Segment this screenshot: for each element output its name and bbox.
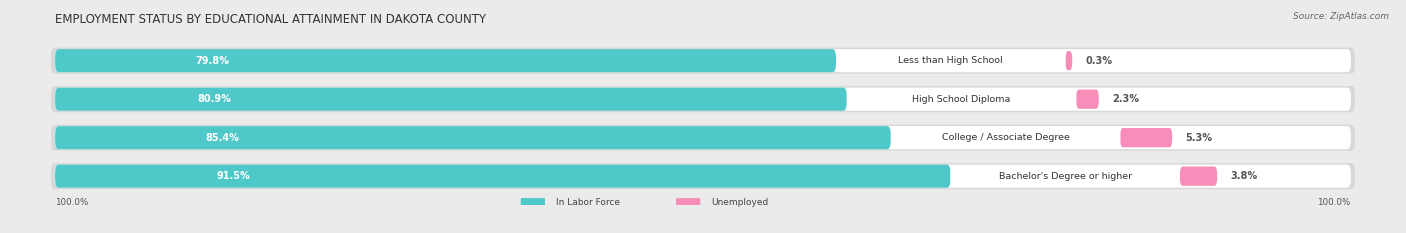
- Text: 85.4%: 85.4%: [205, 133, 239, 143]
- FancyBboxPatch shape: [891, 127, 1121, 149]
- FancyBboxPatch shape: [51, 163, 1355, 189]
- FancyBboxPatch shape: [950, 165, 1180, 187]
- FancyBboxPatch shape: [55, 49, 837, 72]
- FancyBboxPatch shape: [55, 88, 1351, 111]
- FancyBboxPatch shape: [51, 125, 1355, 151]
- Text: Bachelor's Degree or higher: Bachelor's Degree or higher: [998, 172, 1132, 181]
- FancyBboxPatch shape: [676, 198, 700, 207]
- FancyBboxPatch shape: [837, 50, 1066, 72]
- Text: In Labor Force: In Labor Force: [555, 198, 620, 207]
- Text: 100.0%: 100.0%: [1317, 198, 1351, 207]
- Text: 80.9%: 80.9%: [198, 94, 232, 104]
- Text: College / Associate Degree: College / Associate Degree: [942, 133, 1070, 142]
- FancyBboxPatch shape: [520, 198, 546, 207]
- Text: 79.8%: 79.8%: [195, 56, 229, 66]
- FancyBboxPatch shape: [1066, 51, 1073, 70]
- Text: 100.0%: 100.0%: [55, 198, 89, 207]
- FancyBboxPatch shape: [55, 88, 846, 111]
- FancyBboxPatch shape: [55, 126, 1351, 149]
- Text: Source: ZipAtlas.com: Source: ZipAtlas.com: [1294, 12, 1389, 21]
- FancyBboxPatch shape: [55, 165, 1351, 188]
- FancyBboxPatch shape: [55, 165, 950, 188]
- FancyBboxPatch shape: [1180, 167, 1218, 186]
- Text: Less than High School: Less than High School: [898, 56, 1002, 65]
- FancyBboxPatch shape: [51, 48, 1355, 74]
- Text: 2.3%: 2.3%: [1112, 94, 1139, 104]
- Text: 3.8%: 3.8%: [1230, 171, 1258, 181]
- FancyBboxPatch shape: [1121, 128, 1173, 147]
- FancyBboxPatch shape: [846, 88, 1076, 110]
- Text: High School Diploma: High School Diploma: [912, 95, 1011, 104]
- FancyBboxPatch shape: [55, 49, 1351, 72]
- Text: 0.3%: 0.3%: [1085, 56, 1112, 66]
- FancyBboxPatch shape: [51, 86, 1355, 112]
- Text: EMPLOYMENT STATUS BY EDUCATIONAL ATTAINMENT IN DAKOTA COUNTY: EMPLOYMENT STATUS BY EDUCATIONAL ATTAINM…: [55, 13, 486, 26]
- Text: 5.3%: 5.3%: [1185, 133, 1212, 143]
- FancyBboxPatch shape: [1076, 89, 1098, 109]
- Text: Unemployed: Unemployed: [711, 198, 768, 207]
- FancyBboxPatch shape: [55, 126, 891, 149]
- Text: 91.5%: 91.5%: [217, 171, 250, 181]
